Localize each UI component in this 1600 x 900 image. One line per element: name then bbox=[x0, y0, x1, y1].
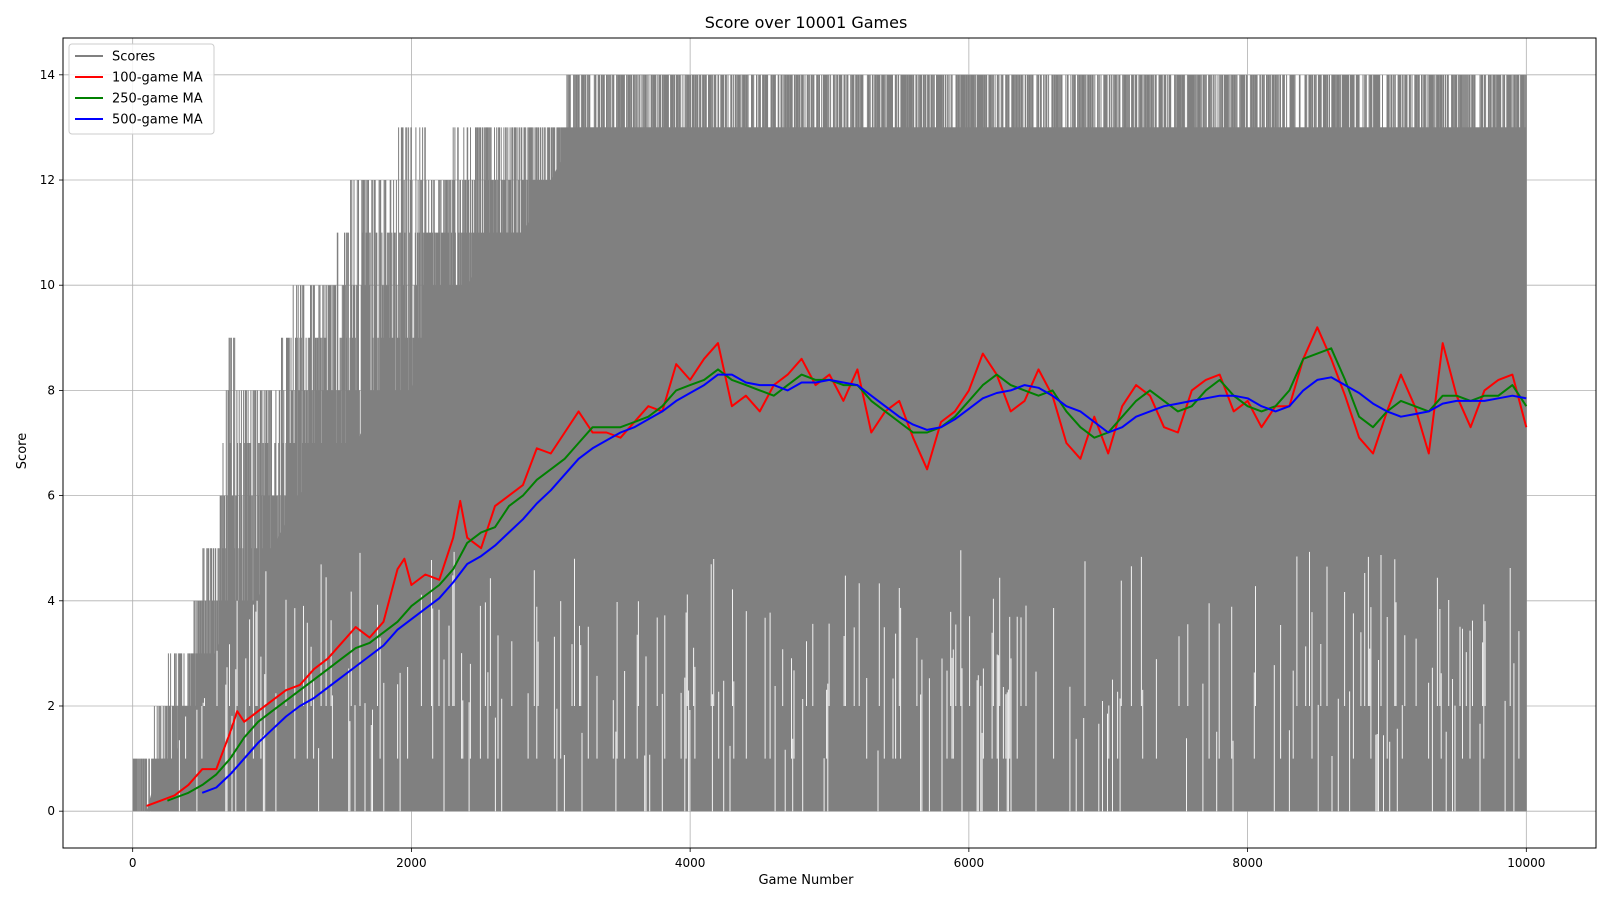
axis-ticks: 0 2000 4000 6000 8000 10000 0 2 4 6 8 10 12 14 bbox=[40, 68, 1546, 870]
500-game-ma-line bbox=[201, 373, 1527, 794]
scores-gaps bbox=[161, 550, 1520, 812]
scores-series bbox=[132, 74, 1527, 812]
y-tick-label: 0 bbox=[47, 804, 55, 818]
moving-average-series bbox=[146, 326, 1528, 807]
scores-spikes bbox=[132, 74, 1527, 812]
y-tick-label: 4 bbox=[47, 594, 55, 608]
x-tick-label: 10000 bbox=[1507, 856, 1545, 870]
y-tick-label: 14 bbox=[40, 68, 55, 82]
x-tick-label: 2000 bbox=[396, 856, 427, 870]
x-tick-label: 8000 bbox=[1232, 856, 1263, 870]
x-axis-label: Game Number bbox=[758, 873, 854, 888]
y-tick-label: 12 bbox=[40, 173, 55, 187]
legend-label: 250-game MA bbox=[112, 92, 203, 107]
legend-box bbox=[68, 43, 215, 135]
legend-label: Scores bbox=[112, 50, 155, 65]
x-tick-label: 4000 bbox=[675, 856, 706, 870]
y-axis-label: Score bbox=[15, 433, 30, 469]
y-tick-label: 2 bbox=[47, 699, 55, 713]
x-tick-label: 6000 bbox=[954, 856, 985, 870]
plot-frame bbox=[62, 37, 1597, 849]
legend: Scores 100-game MA 250-game MA 500-game MA bbox=[68, 43, 215, 135]
y-tick-label: 10 bbox=[40, 278, 55, 292]
legend-label: 500-game MA bbox=[112, 113, 203, 128]
legend-label: 100-game MA bbox=[112, 71, 203, 86]
y-tick-label: 6 bbox=[47, 489, 55, 503]
x-tick-label: 0 bbox=[129, 856, 137, 870]
chart-title: Score over 10001 Games bbox=[705, 13, 908, 32]
y-tick-label: 8 bbox=[47, 383, 55, 397]
